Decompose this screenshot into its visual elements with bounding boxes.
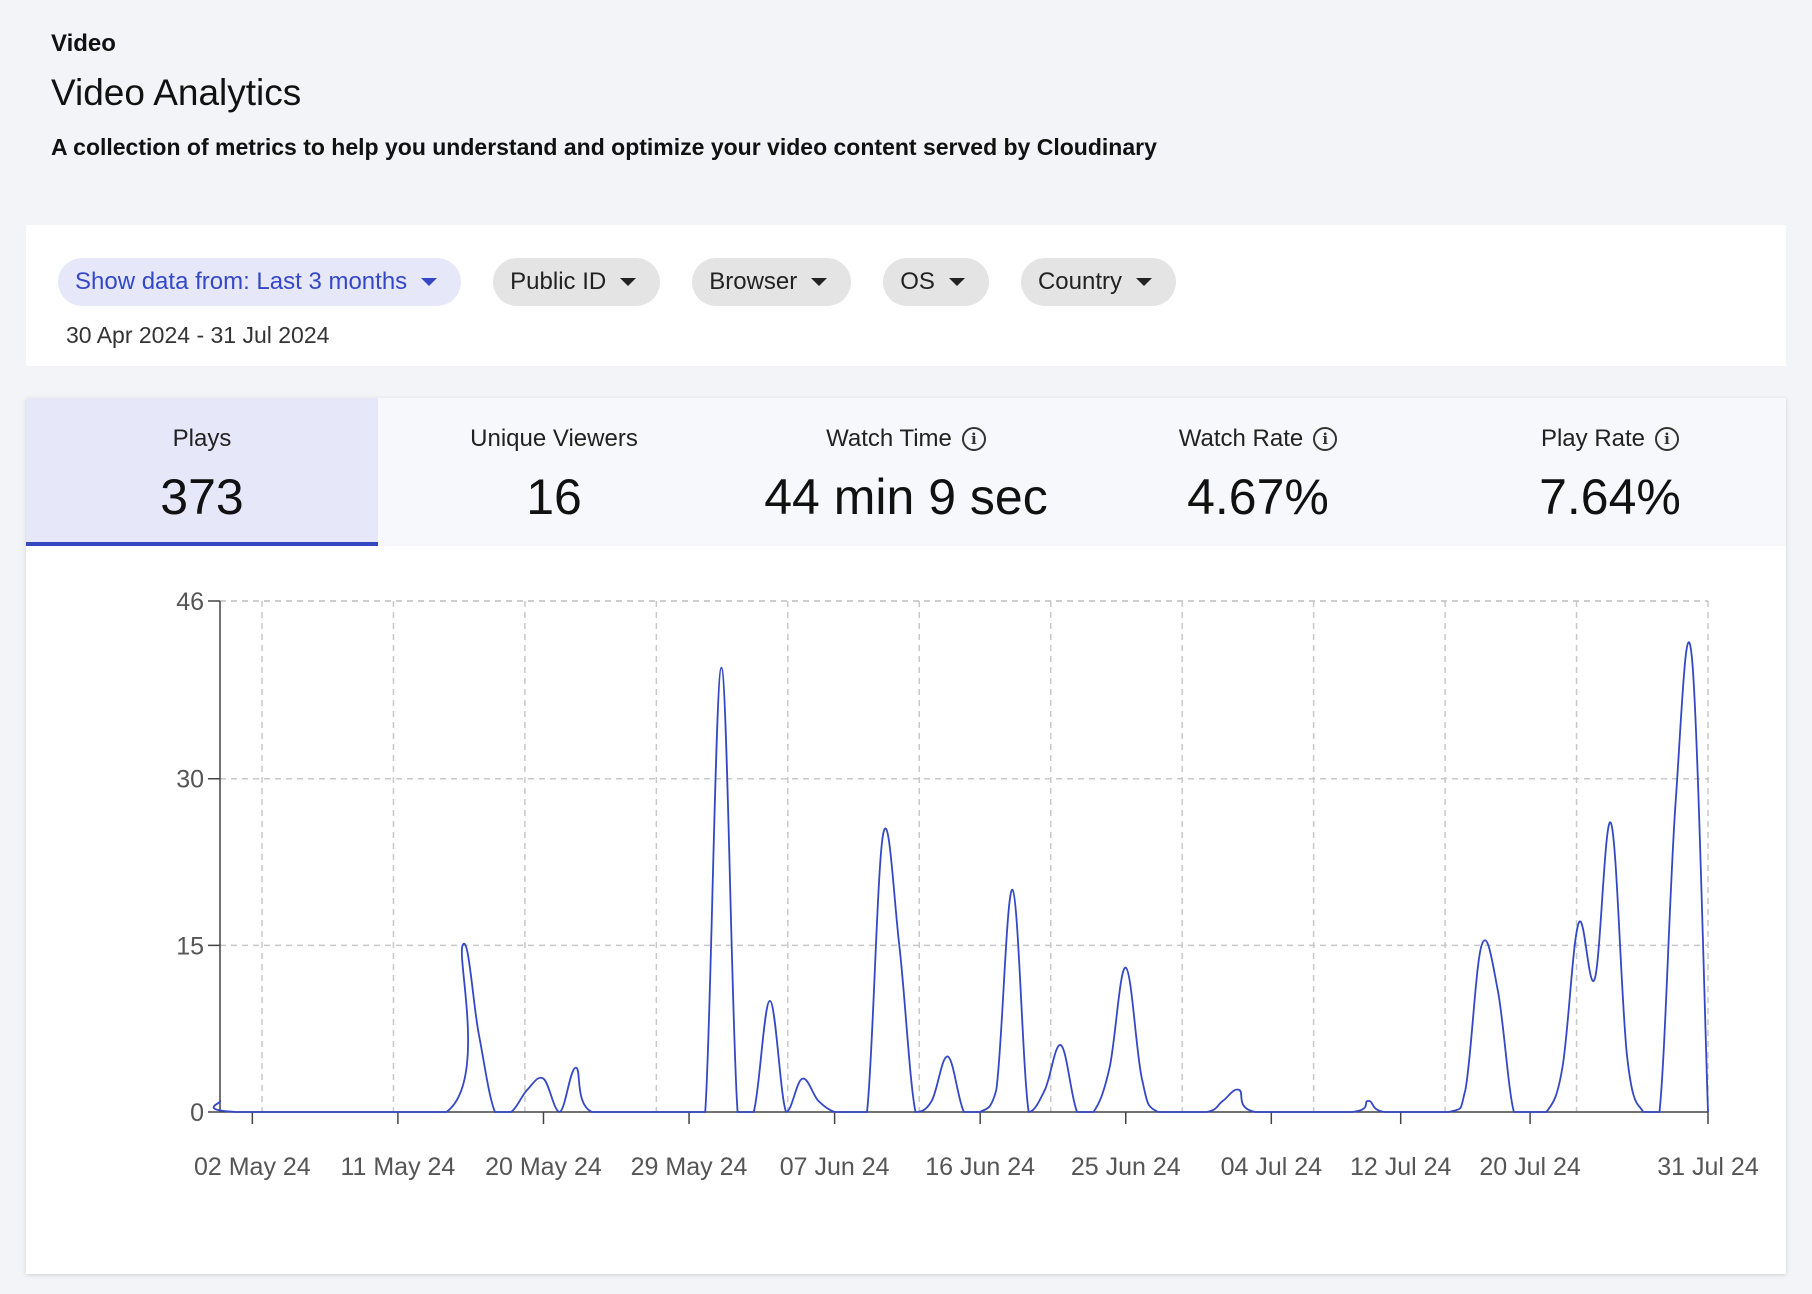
info-icon[interactable]: i bbox=[961, 427, 986, 451]
x-tick-label: 25 Jun 24 bbox=[1071, 1153, 1181, 1181]
x-tick-label: 11 May 24 bbox=[340, 1153, 455, 1181]
tab-value: 373 bbox=[160, 469, 244, 525]
tab-value: 4.67% bbox=[1187, 469, 1329, 525]
tab-watch-rate[interactable]: Watch Rate i 4.67% bbox=[1082, 398, 1434, 546]
browser-filter-label: Browser bbox=[709, 268, 798, 295]
info-icon[interactable]: i bbox=[1313, 427, 1338, 451]
plays-series-line bbox=[212, 641, 1709, 1113]
caret-down-icon bbox=[948, 278, 965, 286]
x-tick-label: 12 Jul 24 bbox=[1350, 1153, 1452, 1181]
x-tick-label: 31 Jul 24 bbox=[1657, 1153, 1759, 1181]
x-tick-label: 07 Jun 24 bbox=[780, 1153, 890, 1181]
info-icon[interactable]: i bbox=[1655, 427, 1680, 451]
x-tick-label: 04 Jul 24 bbox=[1221, 1153, 1323, 1181]
metric-tabs: Plays 373 Unique Viewers 16 Watch Time i… bbox=[26, 398, 1786, 546]
y-tick-label: 30 bbox=[176, 766, 204, 794]
page-header: Video Video Analytics A collection of me… bbox=[51, 30, 1157, 161]
plays-line-chart[interactable]: 0 15 30 46 02 May 24 11 May 24 20 May 24 29 May… bbox=[26, 546, 1786, 1274]
page-title: Video Analytics bbox=[51, 72, 302, 113]
x-tick-label: 20 May 24 bbox=[485, 1153, 602, 1181]
os-filter-dropdown[interactable]: OS bbox=[883, 258, 989, 306]
caret-down-icon bbox=[1135, 278, 1152, 286]
x-tick-label: 29 May 24 bbox=[631, 1153, 748, 1181]
y-tick-label: 0 bbox=[190, 1099, 204, 1127]
tab-value: 7.64% bbox=[1539, 469, 1681, 525]
tab-play-rate[interactable]: Play Rate i 7.64% bbox=[1434, 398, 1786, 546]
caret-down-icon bbox=[811, 278, 828, 286]
tab-value: 44 min 9 sec bbox=[764, 469, 1048, 525]
caret-down-icon bbox=[620, 278, 637, 286]
breadcrumb[interactable]: Video bbox=[51, 30, 116, 57]
tab-label: Watch Rate bbox=[1178, 425, 1304, 452]
x-tick-label: 20 Jul 24 bbox=[1479, 1153, 1581, 1181]
tab-plays[interactable]: Plays 373 bbox=[26, 398, 378, 546]
date-filter-dropdown[interactable]: Show data from: Last 3 months bbox=[58, 258, 462, 306]
page-subtitle: A collection of metrics to help you unde… bbox=[51, 134, 1157, 160]
public-id-filter-label: Public ID bbox=[510, 268, 607, 295]
y-tick-label: 46 bbox=[176, 588, 204, 616]
filter-row: Show data from: Last 3 months Public ID … bbox=[58, 258, 1176, 306]
tab-label: Unique Viewers bbox=[470, 425, 638, 452]
tab-label: Play Rate bbox=[1540, 425, 1646, 452]
date-range-text: 30 Apr 2024 - 31 Jul 2024 bbox=[66, 322, 330, 348]
tab-label: Watch Time bbox=[826, 425, 952, 452]
browser-filter-dropdown[interactable]: Browser bbox=[692, 258, 852, 306]
public-id-filter-dropdown[interactable]: Public ID bbox=[493, 258, 661, 306]
filter-card: Show data from: Last 3 months Public ID … bbox=[26, 225, 1786, 366]
x-tick-label: 16 Jun 24 bbox=[925, 1153, 1035, 1181]
caret-down-icon bbox=[421, 278, 438, 286]
x-tick-label: 02 May 24 bbox=[194, 1153, 311, 1181]
tab-unique-viewers[interactable]: Unique Viewers 16 bbox=[378, 398, 730, 546]
country-filter-dropdown[interactable]: Country bbox=[1020, 258, 1176, 306]
tab-watch-time[interactable]: Watch Time i 44 min 9 sec bbox=[730, 398, 1082, 546]
os-filter-label: OS bbox=[900, 268, 935, 295]
tab-label: Plays bbox=[172, 425, 232, 452]
date-filter-label: Show data from: Last 3 months bbox=[75, 268, 408, 295]
tab-value: 16 bbox=[526, 469, 582, 525]
country-filter-label: Country bbox=[1037, 268, 1122, 295]
y-tick-label: 15 bbox=[176, 932, 204, 960]
analytics-card: Plays 373 Unique Viewers 16 Watch Time i… bbox=[26, 398, 1786, 1274]
